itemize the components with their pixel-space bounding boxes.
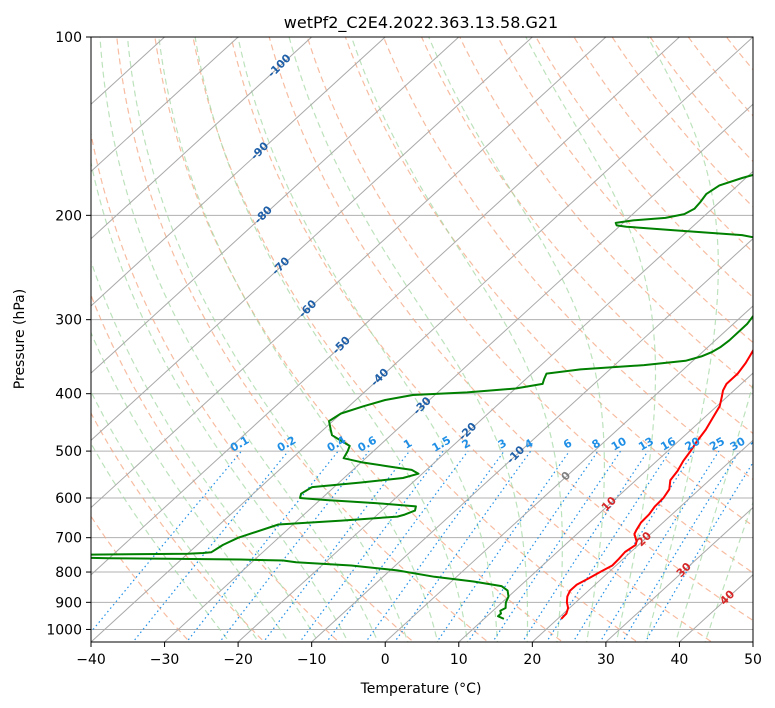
dry-adiabat-line	[230, 37, 713, 642]
mixing-ratio-line	[491, 450, 622, 642]
y-tick-label: 200	[55, 208, 82, 224]
isotherm-line	[91, 37, 313, 240]
x-tick-label: −30	[150, 652, 180, 668]
moist-adiabat-line	[350, 37, 563, 642]
x-tick-label: −10	[297, 652, 327, 668]
isotherm-line	[531, 439, 753, 642]
dry-adiabat-line	[91, 130, 415, 642]
y-axis-title: Pressure (hPa)	[12, 289, 28, 389]
isotherm-line	[384, 305, 753, 642]
isotherms	[91, 37, 753, 642]
isotherm-line	[310, 237, 753, 642]
isotherm-line	[91, 37, 607, 509]
isotherm-line	[91, 37, 534, 442]
dry-adiabat-line	[344, 37, 753, 527]
y-axis-ticks: 1000 900 800 700 600 500 400 300 200 100	[46, 30, 91, 638]
moist-adiabat-line	[158, 37, 439, 642]
mixing-ratio-line	[644, 461, 753, 642]
y-tick-label: 400	[55, 387, 82, 403]
x-tick-label: 50	[744, 652, 762, 668]
moist-adiabat-line	[525, 37, 657, 642]
mixing-ratio-line	[572, 450, 695, 642]
dry-adiabat-line	[192, 37, 639, 642]
y-tick-label: 100	[55, 30, 82, 46]
y-tick-label: 900	[55, 595, 82, 611]
mixing-ratio-line	[299, 450, 444, 642]
moist-adiabat-line	[645, 37, 719, 642]
isotherm-line	[91, 37, 681, 576]
x-axis-ticks: −40 −30 −20 −10 0 10 20 30 40 50	[76, 642, 762, 668]
isotherm-line	[605, 506, 753, 642]
dry-adiabat-line	[91, 293, 340, 642]
x-tick-label: 10	[450, 652, 468, 668]
dry-adiabat-line	[268, 37, 753, 622]
dewpoint-profile-line	[91, 173, 753, 620]
x-tick-label: 40	[671, 652, 689, 668]
plot-area: 0.10.20.40.611.52346810131620253036-100-…	[91, 37, 768, 642]
moist-adiabat-line	[99, 37, 379, 642]
y-tick-label: 1000	[46, 622, 82, 638]
moist-adiabat-line	[428, 37, 605, 642]
y-tick-label: 700	[55, 531, 82, 547]
plot-frame	[90, 36, 754, 643]
isotherm-line	[91, 37, 460, 374]
temperature-profile-line	[560, 348, 753, 620]
isotherm-line	[91, 37, 753, 642]
mixing-ratio-line	[599, 450, 720, 642]
mixing-ratio-lines	[91, 450, 753, 642]
dry-adiabat-line	[535, 37, 753, 299]
mixing-ratio-line	[393, 450, 532, 642]
dry-adiabat-line	[497, 37, 753, 344]
mixing-ratio-line	[545, 450, 671, 642]
y-tick-label: 800	[55, 565, 82, 581]
moist-adiabat-line	[91, 390, 260, 642]
moist-adiabat-line	[237, 37, 498, 642]
mixing-ratio-line	[521, 450, 649, 642]
isotherm-line	[91, 37, 239, 173]
moist-adiabats	[91, 37, 753, 642]
moist-adiabat-line	[91, 331, 290, 642]
isotherm-line	[91, 37, 386, 307]
mixing-ratio-line	[467, 450, 599, 642]
sounding-profiles	[91, 173, 753, 620]
dry-adiabat-line	[382, 37, 753, 481]
x-tick-label: 20	[523, 652, 541, 668]
moist-adiabat-line	[91, 442, 230, 642]
y-tick-label: 500	[55, 444, 82, 460]
x-tick-label: 30	[597, 652, 615, 668]
y-tick-label: 300	[55, 313, 82, 329]
isotherm-line	[237, 170, 753, 642]
dry-adiabat-line	[116, 37, 489, 642]
moist-adiabat-line	[704, 500, 753, 642]
dry-adiabat-line	[91, 411, 266, 642]
moist-adiabat-line	[126, 37, 409, 642]
isotherm-line	[163, 103, 753, 642]
dry-adiabats	[91, 37, 753, 642]
y-tick-label: 600	[55, 491, 82, 507]
mixing-ratio-line	[621, 450, 740, 642]
x-tick-label: −40	[76, 652, 106, 668]
x-axis-title: Temperature (°C)	[360, 681, 482, 697]
x-tick-label: 0	[381, 652, 390, 668]
isotherm-line	[458, 372, 753, 642]
moist-adiabat-line	[674, 381, 753, 642]
dry-adiabat-line	[306, 37, 753, 574]
chart-title: wetPf2_C2E4.2022.363.13.58.G21	[284, 13, 558, 33]
x-tick-label: −20	[223, 652, 253, 668]
mixing-ratio-label: 36	[748, 434, 768, 453]
moist-adiabat-line	[194, 37, 469, 642]
dry-adiabat-line	[420, 37, 753, 435]
moist-adiabat-line	[288, 37, 529, 642]
